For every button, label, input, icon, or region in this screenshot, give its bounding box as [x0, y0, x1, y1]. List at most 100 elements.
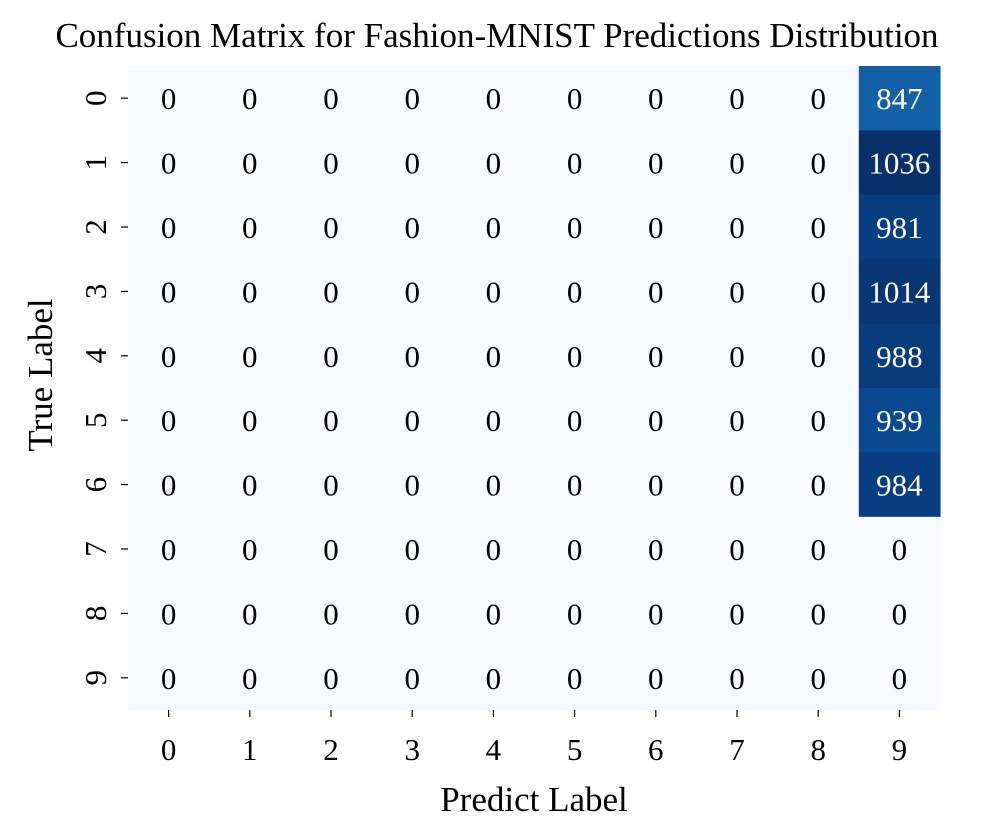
heatmap-cell [615, 645, 697, 711]
heatmap-cell [128, 388, 210, 453]
cell-value-label: 0 [161, 274, 177, 309]
heatmap-cell [290, 581, 373, 647]
heatmap-cell [290, 388, 373, 453]
heatmap-cell [128, 66, 210, 131]
heatmap-cell [209, 66, 291, 131]
x-tick-label: 2 [323, 732, 339, 767]
cell-value-label: 0 [242, 210, 258, 245]
cell-value-label: 981 [876, 210, 923, 245]
heatmap-cell [209, 259, 291, 325]
heatmap-cell [777, 66, 860, 131]
y-tick-label: 9 [78, 670, 113, 686]
heatmap-cell [615, 323, 697, 389]
cell-value-label: 0 [892, 661, 908, 696]
heatmap-cell [534, 130, 616, 196]
cell-value-label: 0 [323, 661, 339, 696]
cell-value-label: 0 [729, 661, 745, 696]
x-tick-label: 5 [567, 732, 583, 767]
x-tick-label: 0 [161, 732, 177, 767]
cell-value-label: 0 [810, 146, 826, 181]
cell-value-label: 0 [648, 210, 664, 245]
cell-value-label: 0 [404, 146, 420, 181]
heatmap-cell [209, 194, 291, 260]
heatmap-cell [128, 581, 210, 647]
heatmap-cell [128, 194, 210, 260]
heatmap-cell [777, 516, 860, 582]
heatmap-cell [290, 452, 373, 518]
x-tick-label: 7 [729, 732, 745, 767]
heatmap-cell [128, 516, 210, 582]
cell-value-label: 0 [567, 81, 583, 116]
heatmap-cell [371, 581, 454, 647]
heatmap-cell [290, 259, 373, 325]
cell-value-label: 0 [404, 403, 420, 438]
heatmap-cell [452, 130, 535, 196]
cell-value-label: 0 [404, 532, 420, 567]
cell-value-label: 0 [810, 596, 826, 631]
cell-value-label: 0 [404, 661, 420, 696]
cell-value-label: 0 [567, 661, 583, 696]
heatmap-cell [777, 388, 860, 453]
heatmap-cell [290, 130, 373, 196]
heatmap-cell [452, 581, 535, 647]
heatmap-cell [858, 323, 941, 389]
cell-value-label: 0 [810, 403, 826, 438]
heatmap-cell [290, 645, 373, 711]
cell-value-label: 0 [810, 532, 826, 567]
x-tick-label: 3 [404, 732, 420, 767]
heatmap-cell [777, 323, 860, 389]
cell-value-label: 0 [161, 661, 177, 696]
cell-value-label: 0 [486, 596, 502, 631]
heatmap-cell [534, 66, 616, 131]
heatmap-cell [452, 645, 535, 711]
heatmap-cell [696, 130, 779, 196]
cell-value-label: 0 [323, 146, 339, 181]
cell-value-label: 0 [567, 468, 583, 503]
heatmap-cell [128, 452, 210, 518]
heatmap-cell [777, 452, 860, 518]
cell-value-label: 984 [876, 468, 923, 503]
cell-value-label: 0 [323, 210, 339, 245]
heatmap-cell [371, 388, 454, 453]
y-tick-label: 6 [78, 477, 113, 493]
cell-value-label: 0 [648, 596, 664, 631]
x-tick-label: 4 [486, 732, 502, 767]
cell-value-label: 0 [810, 274, 826, 309]
y-tick-label: 7 [78, 541, 113, 557]
cell-value-label: 0 [729, 596, 745, 631]
cell-value-label: 0 [242, 339, 258, 374]
cell-value-label: 939 [876, 403, 923, 438]
heatmap-cells [128, 66, 941, 711]
heatmap-cell [615, 516, 697, 582]
y-tick-label: 4 [78, 348, 113, 364]
x-axis-label: Predict Label [440, 780, 628, 819]
cell-value-label: 0 [161, 210, 177, 245]
cell-value-label: 0 [486, 661, 502, 696]
x-tick-label: 8 [810, 732, 826, 767]
cell-value-label: 0 [729, 403, 745, 438]
heatmap-cell [858, 194, 941, 260]
cell-value-label: 0 [810, 661, 826, 696]
heatmap-cell [452, 66, 535, 131]
heatmap-cell [534, 323, 616, 389]
y-tick-label: 0 [78, 90, 113, 106]
cell-value-label: 0 [567, 403, 583, 438]
cell-value-label: 0 [810, 468, 826, 503]
cell-value-label: 0 [567, 532, 583, 567]
cell-value-label: 0 [567, 146, 583, 181]
heatmap-cell [696, 516, 779, 582]
heatmap-cell [290, 194, 373, 260]
heatmap-cell [777, 581, 860, 647]
cell-value-label: 1036 [868, 146, 930, 181]
heatmap-cell [452, 452, 535, 518]
y-tick-label: 2 [78, 219, 113, 235]
heatmap-cell [452, 259, 535, 325]
cell-value-label: 0 [242, 403, 258, 438]
cell-value-label: 0 [242, 532, 258, 567]
cell-value-label: 0 [567, 339, 583, 374]
cell-value-label: 847 [876, 81, 923, 116]
heatmap-cell [452, 388, 535, 453]
heatmap-cell [290, 516, 373, 582]
cell-value-label: 0 [323, 468, 339, 503]
